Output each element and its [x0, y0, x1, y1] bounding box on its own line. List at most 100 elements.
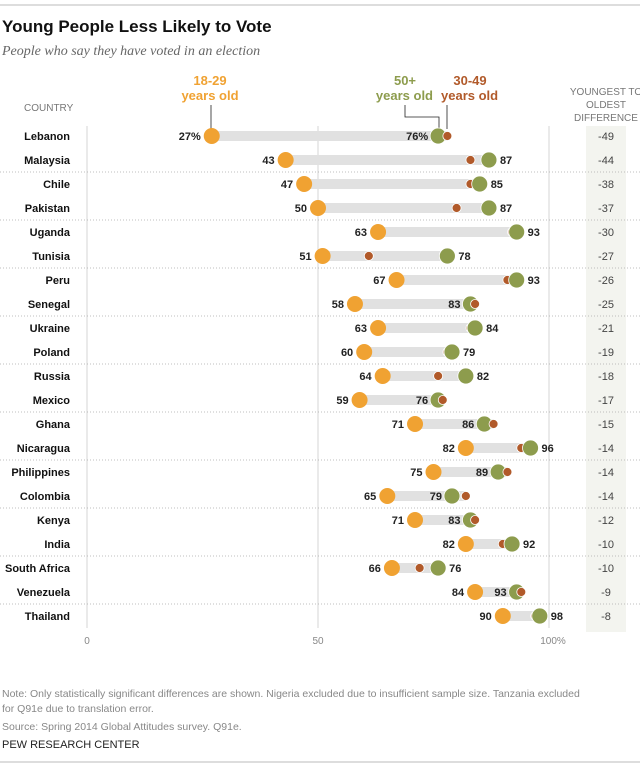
- value-50-plus: 83: [448, 299, 460, 311]
- difference-value: -8: [601, 611, 611, 623]
- country-label: Nicaragua: [17, 443, 71, 455]
- value-18-29: 65: [364, 491, 376, 503]
- row-south-africa: South Africa 66 76 -10: [5, 559, 614, 577]
- difference-value: -37: [598, 203, 614, 215]
- country-label: Malaysia: [24, 155, 71, 167]
- dot-50-plus: [443, 487, 461, 505]
- value-18-29: 82: [443, 539, 455, 551]
- range-bar: [322, 251, 448, 261]
- value-18-29: 43: [262, 155, 274, 167]
- dot-18-29: [296, 176, 313, 192]
- difference-value: -49: [598, 131, 614, 143]
- range-bar: [285, 155, 489, 165]
- row-uganda: Uganda 63 93 -30: [30, 223, 614, 241]
- value-18-29: 47: [281, 179, 293, 191]
- dot-50-plus: [438, 247, 456, 265]
- value-50-plus: 76: [449, 563, 461, 575]
- row-ukraine: Ukraine 63 84 -21: [30, 319, 614, 337]
- legend-mid-1: 30-49: [453, 73, 486, 88]
- dot-50-plus: [503, 535, 521, 553]
- diff-header-2: OLDEST: [586, 100, 626, 111]
- value-50-plus: 79: [430, 491, 442, 503]
- difference-value: -19: [598, 347, 614, 359]
- difference-value: -27: [598, 251, 614, 263]
- x-axis-ticks: 0 50 100%: [84, 636, 566, 647]
- value-18-29: 90: [480, 611, 492, 623]
- dot-18-29: [407, 512, 424, 528]
- difference-value: -30: [598, 227, 614, 239]
- value-50-plus: 79: [463, 347, 475, 359]
- value-18-29: 60: [341, 347, 353, 359]
- dot-18-29: [467, 584, 484, 600]
- chart-subtitle: People who say they have voted in an ele…: [1, 44, 260, 59]
- difference-value: -9: [601, 587, 611, 599]
- value-50-plus: 83: [448, 515, 460, 527]
- value-18-29: 58: [332, 299, 344, 311]
- value-50-plus: 87: [500, 203, 512, 215]
- dot-18-29: [314, 248, 331, 264]
- rows: Lebanon 27% 76% -49 Malaysia 43 87 -44 Chile 47 85…: [0, 127, 640, 625]
- country-label: Philippines: [11, 467, 70, 479]
- row-tunisia: Tunisia 51 78 -27: [0, 247, 640, 269]
- dot-18-29: [457, 536, 474, 552]
- range-bar: [318, 203, 489, 213]
- difference-value: -18: [598, 371, 614, 383]
- value-18-29: 82: [443, 443, 455, 455]
- dot-18-29: [425, 464, 442, 480]
- country-label: Ghana: [36, 419, 71, 431]
- value-50-plus: 76%: [406, 131, 428, 143]
- dot-30-49: [414, 563, 425, 573]
- value-18-29: 59: [336, 395, 348, 407]
- country-label: Kenya: [37, 515, 71, 527]
- difference-value: -10: [598, 539, 614, 551]
- row-russia: Russia 64 82 -18: [34, 367, 614, 385]
- value-18-29: 66: [369, 563, 381, 575]
- country-label: Chile: [43, 179, 70, 191]
- dot-30-49: [437, 395, 448, 405]
- dot-18-29: [277, 152, 294, 168]
- dot-30-49: [502, 467, 513, 477]
- dot-18-29: [383, 560, 400, 576]
- value-18-29: 84: [452, 587, 465, 599]
- row-thailand: Thailand 90 98 -8: [25, 607, 611, 625]
- dot-18-29: [346, 296, 363, 312]
- dot-50-plus: [466, 319, 484, 337]
- range-bar: [378, 323, 476, 333]
- value-50-plus: 89: [476, 467, 488, 479]
- difference-value: -17: [598, 395, 614, 407]
- range-bar: [415, 515, 476, 525]
- range-bar: [387, 491, 466, 501]
- source-text: Source: Spring 2014 Global Attitudes sur…: [2, 721, 242, 733]
- range-bar: [396, 275, 517, 285]
- row-poland: Poland 60 79 -19: [0, 343, 640, 365]
- row-colombia: Colombia 65 79 -14: [0, 487, 640, 509]
- difference-value: -14: [598, 491, 614, 503]
- dot-18-29: [351, 392, 368, 408]
- country-label: Senegal: [28, 299, 70, 311]
- country-label: Thailand: [25, 611, 70, 623]
- range-bar: [433, 467, 508, 477]
- dot-30-49: [433, 371, 444, 381]
- dot-30-49: [460, 491, 471, 501]
- value-50-plus: 85: [491, 179, 503, 191]
- dot-30-49: [465, 155, 476, 165]
- grid: [86, 126, 626, 632]
- difference-value: -38: [598, 179, 614, 191]
- dot-18-29: [407, 416, 424, 432]
- dot-50-plus: [480, 151, 498, 169]
- value-50-plus: 96: [542, 443, 554, 455]
- dot-50-plus: [443, 343, 461, 361]
- dot-18-29: [370, 320, 387, 336]
- difference-value: -12: [598, 515, 614, 527]
- difference-value: -10: [598, 563, 614, 575]
- dot-30-49: [516, 587, 527, 597]
- country-label: Poland: [33, 347, 70, 359]
- note-line-2: for Q91e due to translation error.: [2, 703, 154, 715]
- country-label: Peru: [46, 275, 70, 287]
- row-mexico: Mexico 59 76 -17: [0, 391, 640, 413]
- range-bar: [364, 347, 452, 357]
- country-label: Colombia: [20, 491, 71, 503]
- diff-header-3: DIFFERENCE: [574, 113, 638, 124]
